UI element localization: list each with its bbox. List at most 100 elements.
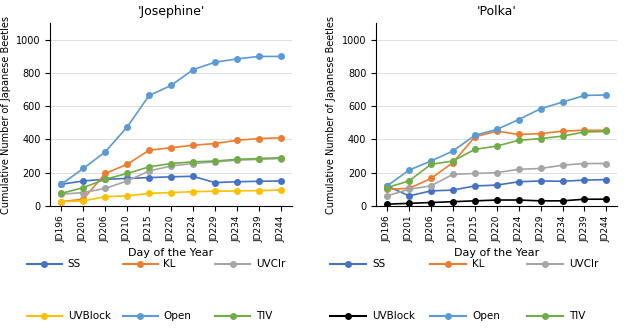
- SS: [515, 180, 522, 184]
- Line: UVClr: UVClr: [384, 161, 609, 199]
- TIV: [493, 144, 501, 148]
- UVBlock: [581, 197, 588, 201]
- KL: [211, 141, 219, 145]
- Line: UVBlock: UVBlock: [384, 197, 609, 207]
- Text: KL: KL: [163, 259, 176, 269]
- Line: TIV: TIV: [384, 129, 609, 190]
- TIV: [405, 179, 413, 183]
- UVBlock: [427, 201, 435, 205]
- Text: Open: Open: [472, 310, 500, 321]
- Line: UVClr: UVClr: [59, 156, 284, 197]
- UVClr: [581, 161, 588, 165]
- Title: 'Josephine': 'Josephine': [137, 5, 205, 18]
- TIV: [559, 134, 566, 138]
- UVClr: [493, 171, 501, 175]
- Line: Open: Open: [59, 54, 284, 187]
- TIV: [537, 137, 544, 141]
- SS: [189, 174, 197, 178]
- KL: [405, 186, 413, 190]
- X-axis label: Day of the Year: Day of the Year: [454, 248, 539, 258]
- UVClr: [277, 156, 285, 160]
- Text: UVBlock: UVBlock: [372, 310, 415, 321]
- UVBlock: [493, 198, 501, 202]
- TIV: [427, 162, 435, 166]
- Text: UVBlock: UVBlock: [67, 310, 111, 321]
- UVClr: [211, 160, 219, 164]
- KL: [123, 162, 131, 166]
- TIV: [277, 156, 285, 160]
- TIV: [383, 186, 391, 190]
- KL: [277, 136, 285, 140]
- TIV: [189, 160, 197, 164]
- Text: UVClr: UVClr: [256, 259, 285, 269]
- SS: [123, 177, 131, 181]
- KL: [383, 187, 391, 191]
- Open: [277, 54, 285, 58]
- SS: [255, 179, 263, 183]
- KL: [146, 148, 153, 152]
- KL: [449, 161, 457, 165]
- KL: [537, 131, 544, 135]
- SS: [581, 178, 588, 182]
- UVBlock: [101, 195, 109, 199]
- Text: SS: SS: [67, 259, 81, 269]
- UVClr: [537, 167, 544, 171]
- KL: [167, 146, 175, 150]
- Open: [146, 94, 153, 98]
- UVClr: [255, 157, 263, 161]
- Open: [581, 94, 588, 98]
- UVBlock: [123, 194, 131, 198]
- KL: [427, 177, 435, 181]
- UVBlock: [449, 200, 457, 204]
- TIV: [146, 165, 153, 169]
- UVBlock: [79, 199, 87, 203]
- Line: SS: SS: [59, 174, 284, 187]
- KL: [515, 132, 522, 136]
- UVClr: [57, 192, 65, 196]
- UVClr: [189, 161, 197, 165]
- SS: [537, 179, 544, 183]
- UVBlock: [471, 199, 479, 203]
- Open: [57, 182, 65, 186]
- Text: TIV: TIV: [256, 310, 272, 321]
- Open: [405, 168, 413, 172]
- KL: [471, 135, 479, 139]
- Y-axis label: Cumulative Number of Japanese Beetles: Cumulative Number of Japanese Beetles: [326, 16, 336, 213]
- TIV: [167, 161, 175, 165]
- KL: [493, 129, 501, 133]
- Line: UVBlock: UVBlock: [59, 187, 284, 205]
- UVBlock: [559, 199, 566, 203]
- SS: [233, 180, 241, 184]
- UVClr: [449, 172, 457, 176]
- UVClr: [559, 163, 566, 167]
- TIV: [57, 191, 65, 195]
- Open: [471, 133, 479, 137]
- Open: [123, 125, 131, 129]
- UVBlock: [189, 190, 197, 194]
- SS: [449, 188, 457, 192]
- UVBlock: [233, 189, 241, 193]
- Open: [603, 93, 610, 97]
- Line: Open: Open: [384, 92, 609, 189]
- KL: [233, 138, 241, 142]
- SS: [405, 194, 413, 198]
- TIV: [255, 156, 263, 160]
- Open: [427, 159, 435, 163]
- UVBlock: [277, 188, 285, 192]
- UVClr: [603, 161, 610, 165]
- UVBlock: [515, 198, 522, 202]
- SS: [57, 182, 65, 186]
- Open: [101, 150, 109, 154]
- UVBlock: [537, 199, 544, 203]
- UVBlock: [146, 191, 153, 195]
- Open: [493, 127, 501, 131]
- Title: 'Polka': 'Polka': [477, 5, 517, 18]
- SS: [146, 176, 153, 180]
- TIV: [515, 138, 522, 142]
- Text: SS: SS: [372, 259, 386, 269]
- KL: [603, 128, 610, 132]
- Open: [515, 118, 522, 122]
- Open: [383, 184, 391, 188]
- SS: [427, 189, 435, 193]
- TIV: [123, 171, 131, 175]
